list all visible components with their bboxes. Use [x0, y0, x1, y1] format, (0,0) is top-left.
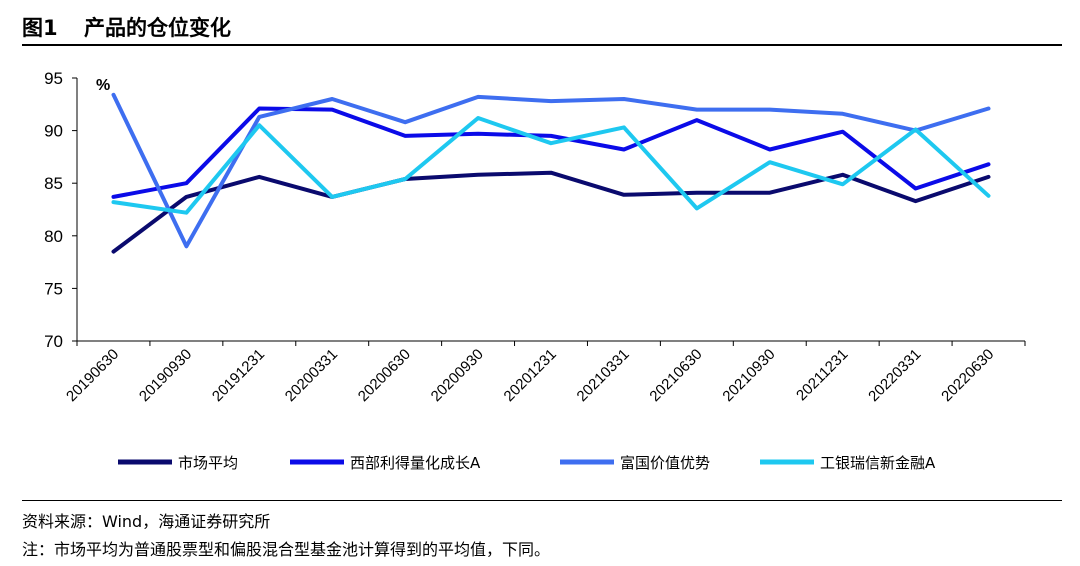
x-tick-label: 20220630	[938, 346, 997, 405]
x-tick-label: 20210630	[646, 346, 705, 405]
y-tick-label: 90	[44, 122, 63, 141]
y-unit-label: %	[96, 77, 110, 94]
figure-header: 图1 产品的仓位变化	[0, 0, 1080, 44]
x-tick-label: 20220331	[865, 346, 924, 405]
x-tick-label: 20210930	[719, 346, 778, 405]
y-tick-label: 95	[44, 69, 63, 88]
source-note: 资料来源：Wind，海通证券研究所	[22, 512, 271, 531]
x-tick-label: 20201231	[501, 346, 560, 405]
legend-label-1: 市场平均	[178, 454, 238, 472]
x-tick-label: 20200331	[282, 346, 341, 405]
footer-rule	[22, 500, 1062, 501]
x-tick-label: 20191231	[209, 346, 268, 405]
y-tick-label: 85	[44, 174, 63, 193]
series-line-4	[111, 116, 991, 215]
y-tick-label: 75	[44, 279, 63, 298]
footnote: 注：市场平均为普通股票型和偏股混合型基金池计算得到的平均值，下同。	[22, 540, 551, 559]
series-line-3	[111, 92, 991, 249]
legend-label-2: 西部利得量化成长A	[350, 454, 481, 472]
y-tick-label: 70	[44, 332, 63, 351]
series-line-1	[111, 170, 991, 254]
x-tick-label: 20211231	[793, 346, 851, 404]
header-rule	[22, 44, 1062, 46]
figure-number: 图1	[22, 16, 58, 40]
x-tick-label: 20200630	[355, 346, 414, 405]
legend-label-4: 工银瑞信新金融A	[820, 454, 936, 472]
series-line-2	[111, 106, 991, 199]
x-tick-label: 20210331	[574, 346, 633, 405]
y-tick-label: 80	[44, 227, 63, 246]
x-tick-label: 20200930	[428, 346, 487, 405]
x-tick-label: 20190930	[136, 346, 195, 405]
figure-title: 产品的仓位变化	[84, 16, 231, 40]
x-tick-label: 20190630	[63, 346, 122, 405]
legend-label-3: 富国价值优势	[620, 454, 710, 472]
